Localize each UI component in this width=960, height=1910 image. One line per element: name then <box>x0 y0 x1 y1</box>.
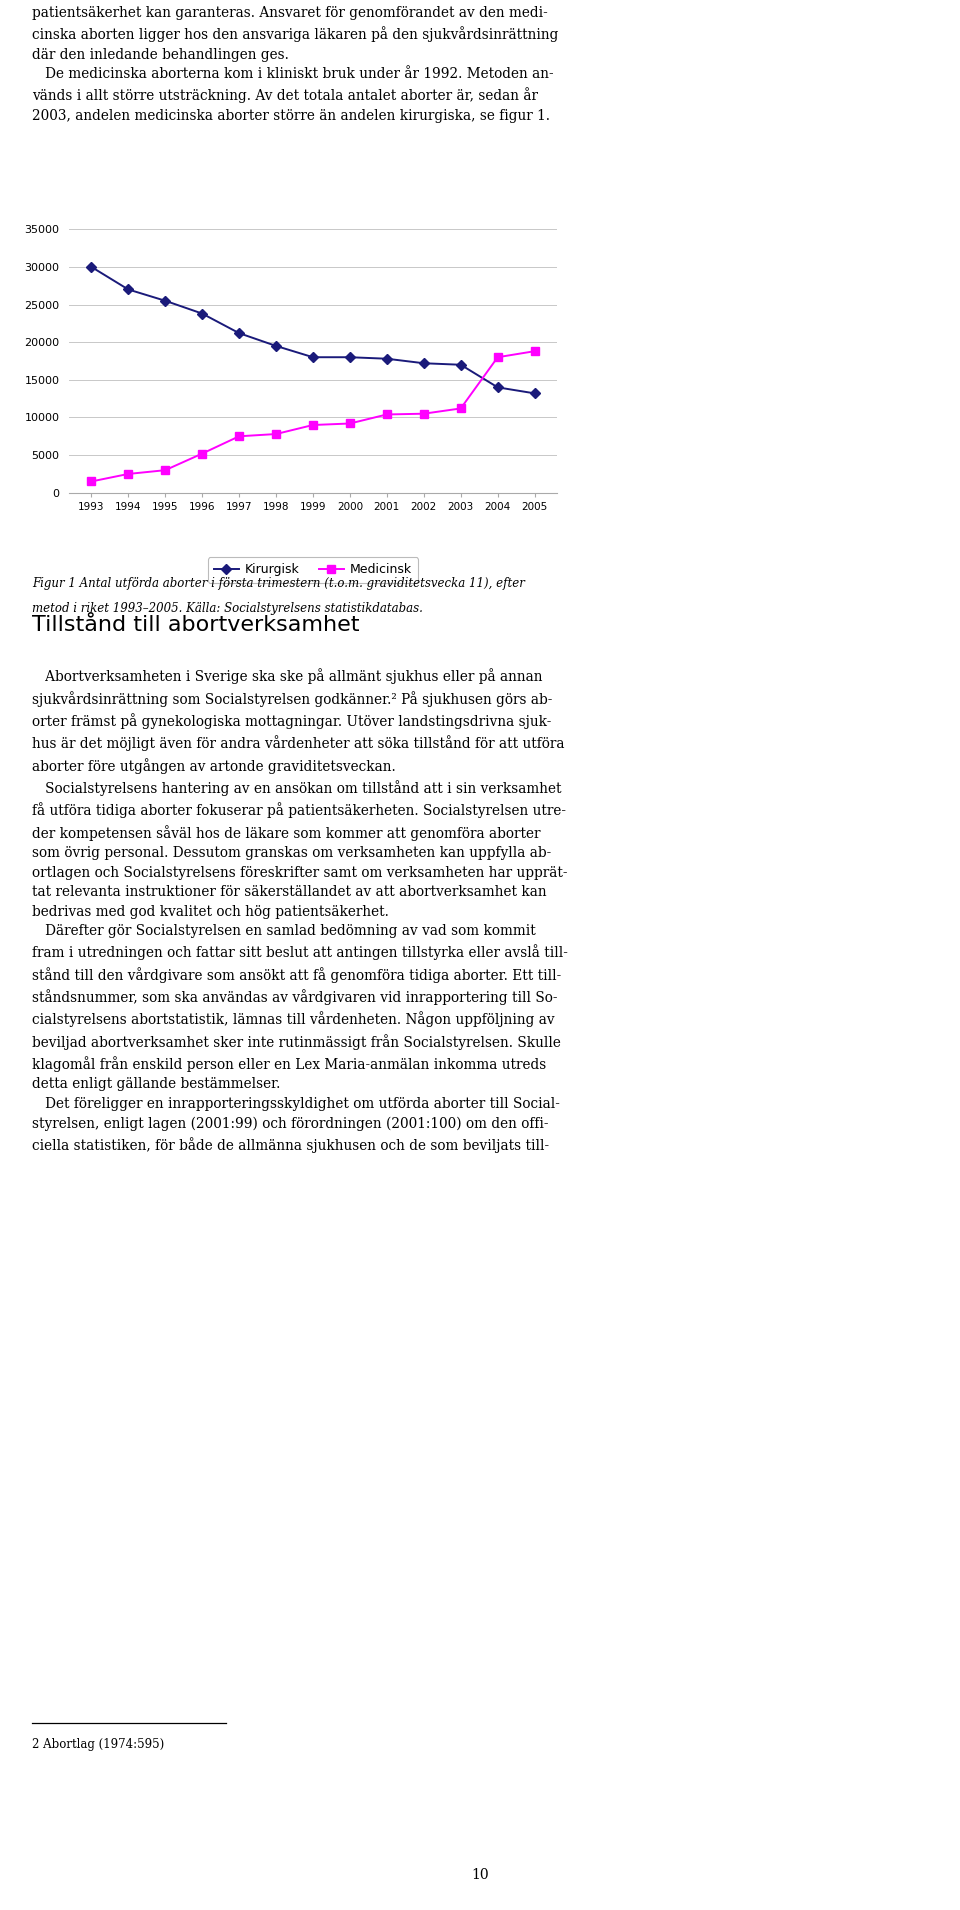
Medicinsk <box>159 458 171 481</box>
Text: 2 Abortlag (1974:595): 2 Abortlag (1974:595) <box>32 1738 164 1751</box>
Medicinsk <box>307 414 319 437</box>
Medicinsk <box>123 462 134 485</box>
Medicinsk <box>381 403 393 426</box>
Text: Figur 1 Antal utförda aborter i första trimestern (t.o.m. graviditetsvecka 11), : Figur 1 Antal utförda aborter i första t… <box>32 577 524 590</box>
Kirurgisk <box>381 348 393 371</box>
Medicinsk <box>455 397 467 420</box>
Legend: Kirurgisk, Medicinsk: Kirurgisk, Medicinsk <box>207 558 419 583</box>
Text: metod i riket 1993–2005. Källa: Socialstyrelsens statistikdatabas.: metod i riket 1993–2005. Källa: Socialst… <box>32 602 422 615</box>
Medicinsk <box>418 403 429 426</box>
Kirurgisk <box>233 321 245 344</box>
Text: Abortverksamheten i Sverige ska ske på allmänt sjukhus eller på annan
sjukvårdsi: Abortverksamheten i Sverige ska ske på a… <box>32 668 567 1154</box>
Text: patientsäkerhet kan garanteras. Ansvaret för genomförandet av den medi-
cinska a: patientsäkerhet kan garanteras. Ansvaret… <box>32 6 558 122</box>
Kirurgisk <box>492 376 503 399</box>
Medicinsk <box>197 441 208 464</box>
Kirurgisk <box>271 334 282 357</box>
Kirurgisk <box>85 256 97 279</box>
Text: 10: 10 <box>471 1868 489 1881</box>
Kirurgisk <box>307 346 319 369</box>
Kirurgisk <box>418 351 429 374</box>
Line: Medicinsk: Medicinsk <box>87 348 539 485</box>
Line: Kirurgisk: Kirurgisk <box>87 264 539 397</box>
Medicinsk <box>85 470 97 493</box>
Kirurgisk <box>529 382 540 405</box>
Kirurgisk <box>455 353 467 376</box>
Text: Tillstånd till abortverksamhet: Tillstånd till abortverksamhet <box>32 615 359 634</box>
Medicinsk <box>344 413 355 435</box>
Medicinsk <box>529 340 540 363</box>
Medicinsk <box>492 346 503 369</box>
Kirurgisk <box>159 288 171 311</box>
Kirurgisk <box>123 279 134 302</box>
Kirurgisk <box>344 346 355 369</box>
Medicinsk <box>271 422 282 445</box>
Kirurgisk <box>197 302 208 325</box>
Medicinsk <box>233 424 245 447</box>
